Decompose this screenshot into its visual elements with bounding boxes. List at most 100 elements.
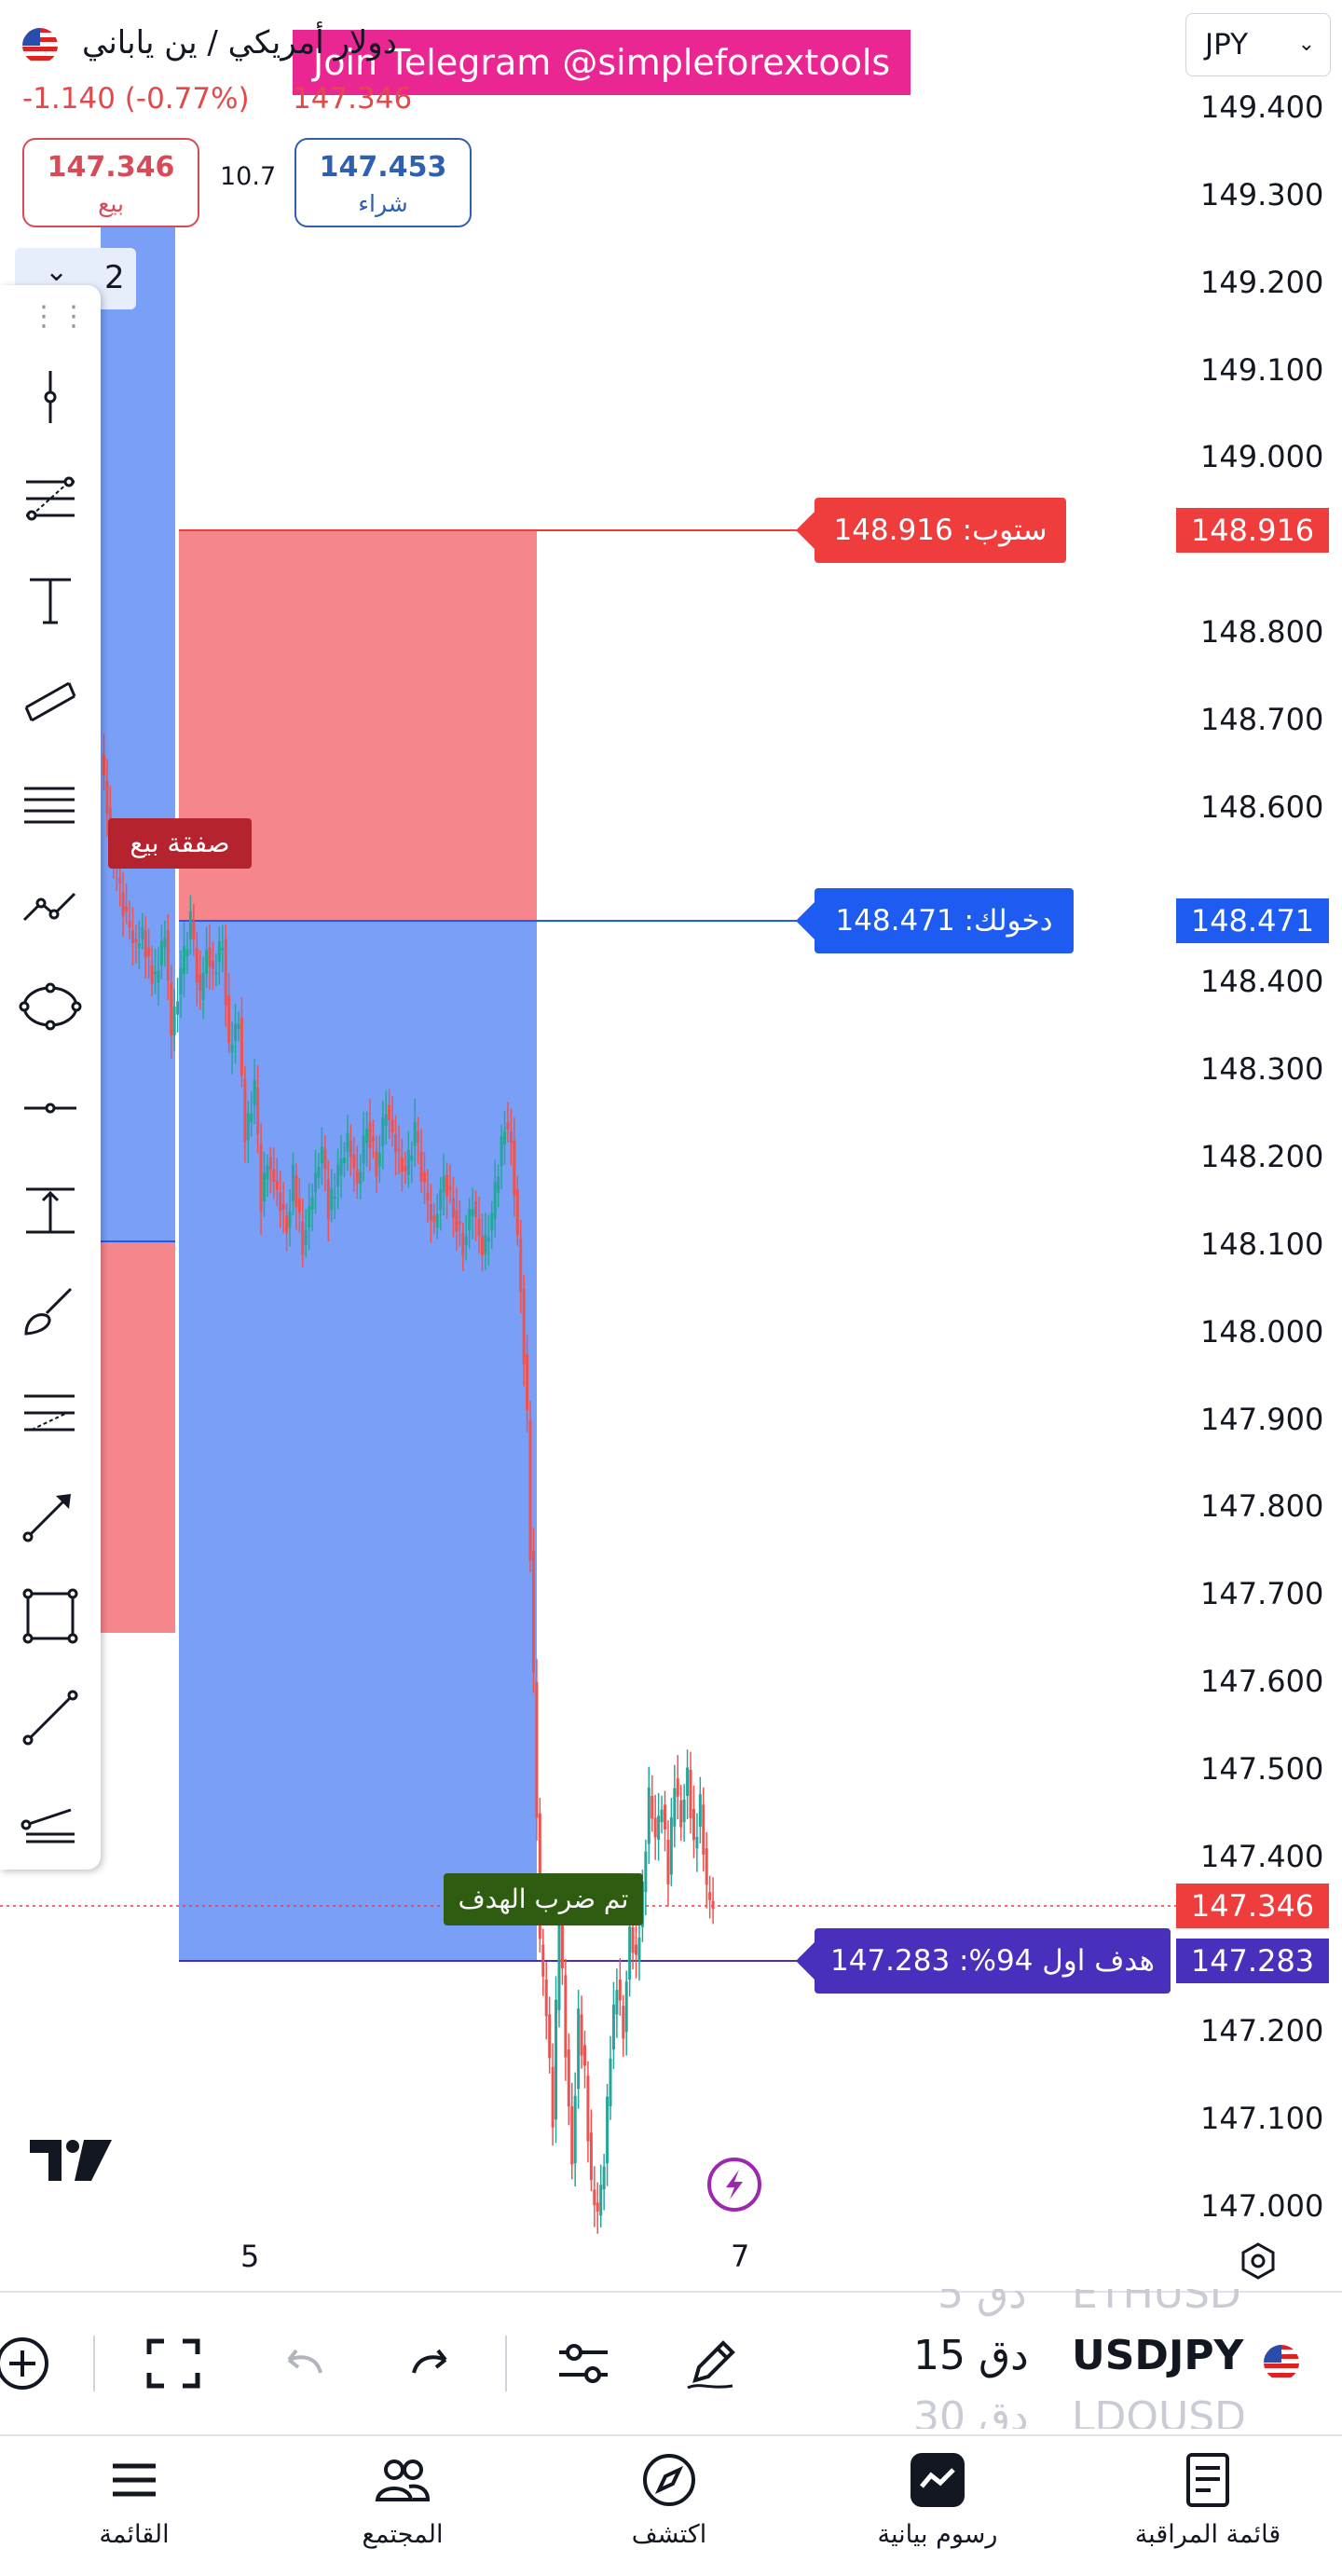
ellipse-icon[interactable] <box>13 969 88 1044</box>
drawing-toolbar[interactable]: ⋮⋮ <box>0 285 101 1870</box>
symbol-title[interactable]: دولار أمريكي / ين ياباني <box>82 24 397 62</box>
candle-body <box>121 892 125 917</box>
sell-button[interactable]: 147.346 بيع <box>22 138 199 227</box>
candle-body <box>343 1158 346 1164</box>
candle-body <box>480 1236 484 1256</box>
candle-body <box>455 1210 459 1232</box>
parallel-channel-icon[interactable] <box>13 665 88 739</box>
candle-body <box>644 1851 648 1893</box>
stop-axis-tag: 148.916 <box>1176 508 1329 553</box>
rectangle-icon[interactable] <box>13 1579 88 1653</box>
nav-watchlist[interactable]: قائمة المراقبة <box>1115 2449 1301 2549</box>
candle-body <box>423 1172 426 1183</box>
candle-body <box>400 1158 404 1172</box>
fullscreen-icon[interactable] <box>140 2330 207 2401</box>
candle-body <box>413 1121 417 1146</box>
us-flag-icon <box>1264 2345 1299 2380</box>
candle-body <box>509 1130 513 1144</box>
candle-body <box>237 1023 240 1030</box>
settings-hex-icon[interactable] <box>1236 2239 1280 2283</box>
candle-body <box>317 1167 321 1178</box>
candle-body <box>240 1017 243 1076</box>
buy-button[interactable]: 147.453 شراء <box>294 138 472 227</box>
nav-charts[interactable]: رسوم بيانية <box>863 2449 1012 2549</box>
price-chart[interactable] <box>0 0 1342 2274</box>
trend-line-icon[interactable] <box>13 1680 88 1755</box>
currency-select[interactable]: JPY ⌄ <box>1185 13 1331 76</box>
candle-body <box>279 1192 282 1212</box>
regression-icon[interactable] <box>13 1782 88 1857</box>
target-callout[interactable]: هدف اول 94%: 147.283 <box>796 1928 1171 1994</box>
lightning-icon[interactable] <box>707 2158 761 2212</box>
entry-callout[interactable]: دخولك: 148.471 <box>796 888 1074 953</box>
fib-retracement-icon[interactable] <box>13 461 88 536</box>
candle-body <box>692 1809 695 1841</box>
candle-body <box>183 945 185 974</box>
pen-icon[interactable] <box>678 2330 746 2401</box>
price-tick: 147.100 <box>1200 2101 1324 2137</box>
candle-body <box>304 1229 308 1245</box>
symbol-picker[interactable]: 5 دق ETHUSD 15 دق USDJPY 30 دق LDOUSD <box>895 2289 1342 2429</box>
price-tick: 148.100 <box>1200 1226 1324 1262</box>
arrow-icon[interactable] <box>13 1477 88 1552</box>
fib-extension-icon[interactable] <box>13 1376 88 1450</box>
community-icon <box>375 2460 431 2501</box>
symbol-interval: 30 دق <box>913 2393 1029 2429</box>
collapse-icon: ⌄ <box>45 255 69 288</box>
candle-body <box>227 995 231 1043</box>
redo-icon[interactable] <box>399 2330 466 2401</box>
add-indicator-icon[interactable] <box>0 2330 56 2401</box>
candle-body <box>221 948 225 951</box>
candle-body <box>384 1114 388 1126</box>
nav-community[interactable]: المجتمع <box>328 2449 477 2549</box>
price-tick: 147.000 <box>1200 2188 1324 2224</box>
nav-explore[interactable]: اكتشف <box>595 2449 744 2549</box>
price-tick: 149.200 <box>1200 264 1324 300</box>
candle-body <box>199 973 202 992</box>
horizontal-ray-icon[interactable] <box>13 1071 88 1145</box>
candle-body <box>205 950 209 974</box>
candle-body <box>451 1198 455 1218</box>
nav-menu[interactable]: القائمة <box>60 2449 209 2549</box>
drag-handle-icon[interactable]: ⋮⋮ <box>30 300 89 333</box>
candle-body <box>442 1176 445 1193</box>
path-icon[interactable] <box>13 868 88 942</box>
pitchfork-icon[interactable] <box>13 766 88 841</box>
candle-body <box>147 947 151 956</box>
candle-body <box>291 1164 294 1201</box>
candle-body <box>333 1197 336 1199</box>
telegram-banner[interactable]: Join Telegram @simpleforextools <box>293 30 911 95</box>
brush-icon[interactable] <box>13 1274 88 1349</box>
candle-body <box>711 1900 715 1910</box>
candle-body <box>381 1117 385 1146</box>
candle-body <box>461 1233 465 1256</box>
candle-body <box>368 1122 372 1148</box>
candle-body <box>531 1551 535 1673</box>
text-icon[interactable] <box>13 563 88 637</box>
date-price-range-icon[interactable] <box>13 1172 88 1247</box>
candle-body <box>417 1130 420 1144</box>
candle-body <box>664 1804 666 1829</box>
price-tick: 147.700 <box>1200 1576 1324 1612</box>
candle-body <box>615 1990 619 2015</box>
settings-sliders-icon[interactable] <box>550 2330 617 2401</box>
candle-body <box>266 1165 269 1180</box>
candle-body <box>375 1151 378 1177</box>
undo-icon[interactable] <box>268 2330 336 2401</box>
candle-body <box>474 1200 478 1218</box>
candle-body <box>631 1926 635 1953</box>
candle-body <box>419 1151 423 1183</box>
symbol-interval: 5 دق <box>938 2289 1027 2318</box>
candle-body <box>150 965 154 984</box>
stop-callout[interactable]: ستوب: 148.916 <box>796 498 1066 563</box>
crosshair-icon[interactable] <box>13 360 88 434</box>
candle-body <box>493 1182 497 1219</box>
candle-body <box>263 1172 266 1201</box>
candle-body <box>477 1218 481 1237</box>
candle-body <box>288 1212 292 1228</box>
symbol-interval: 15 دق <box>913 2332 1029 2379</box>
candle-body <box>339 1158 343 1175</box>
price-tick: 147.600 <box>1200 1664 1324 1699</box>
candle-body <box>346 1132 349 1152</box>
candle-body <box>486 1237 490 1242</box>
